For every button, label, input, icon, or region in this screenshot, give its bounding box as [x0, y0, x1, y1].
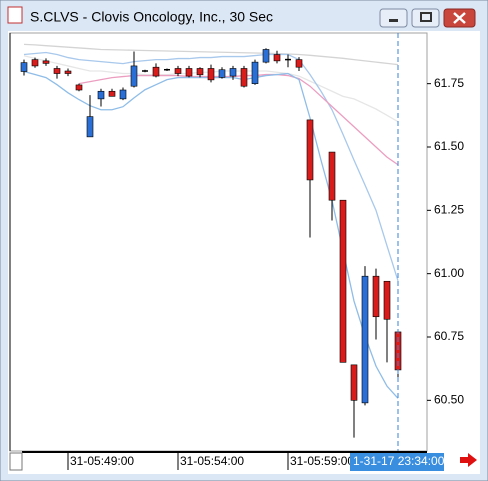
- y-tick-label: 60.75: [434, 329, 464, 343]
- candle-body: [295, 59, 303, 68]
- overlay-line: [23, 51, 399, 281]
- candle-body: [152, 66, 160, 77]
- y-tick-label: 60.50: [434, 393, 464, 407]
- candle-body: [42, 60, 50, 64]
- candle-body: [218, 69, 226, 78]
- minimize-button[interactable]: [379, 8, 408, 28]
- cursor-label-bg: [350, 453, 444, 471]
- overlay-line: [23, 43, 399, 66]
- candle-body: [86, 116, 94, 138]
- candle-body: [207, 68, 215, 81]
- candle-body: [251, 61, 259, 84]
- scroll-box[interactable]: [9, 452, 23, 471]
- app-icon: [7, 6, 23, 24]
- candle-body: [53, 68, 61, 74]
- candle-body: [64, 70, 72, 74]
- y-tick-label: 61.75: [434, 76, 464, 90]
- cursor-label: 1-31-17 23:34:00: [353, 454, 445, 468]
- candle-body: [383, 280, 391, 320]
- candle-body: [108, 90, 116, 97]
- candle-body: [229, 68, 237, 77]
- candle-body: [196, 68, 204, 76]
- candle-body: [20, 62, 28, 72]
- candle-body: [306, 119, 314, 181]
- close-icon: [453, 12, 466, 24]
- candle-body: [350, 364, 358, 401]
- candle-body: [130, 65, 138, 87]
- candle-body: [119, 89, 127, 100]
- minimize-icon: [389, 19, 398, 22]
- candle-body: [328, 151, 336, 201]
- candle-body: [339, 199, 347, 363]
- candle-body: [174, 68, 182, 74]
- maximize-button[interactable]: [411, 8, 440, 28]
- y-tick-label: 61.50: [434, 139, 464, 153]
- x-tick-label: 31-05:54:00: [180, 454, 244, 468]
- scroll-right-arrow[interactable]: [460, 453, 477, 467]
- candle-body: [31, 59, 39, 67]
- x-tick-label: 31-05:59:00: [290, 454, 354, 468]
- candle-body: [185, 68, 193, 77]
- y-tick-label: 61.00: [434, 266, 464, 280]
- candle-body: [372, 275, 380, 318]
- x-tick-label: 31-05:49:00: [70, 454, 134, 468]
- candle-body: [361, 275, 369, 404]
- y-tick-label: 61.25: [434, 203, 464, 217]
- candle-body: [262, 49, 270, 63]
- candle-body: [97, 90, 105, 100]
- plot-area: [9, 32, 428, 452]
- chart: 61.75 61.50 61.25 61.00 60.75 60.50 31-05:49:0…: [20, 33, 464, 471]
- candle-body: [240, 68, 248, 87]
- window-title: S.CLVS - Clovis Oncology, Inc., 30 Sec: [30, 9, 273, 25]
- candle-body: [75, 84, 83, 91]
- candle-body: [273, 54, 281, 62]
- maximize-icon: [420, 12, 432, 22]
